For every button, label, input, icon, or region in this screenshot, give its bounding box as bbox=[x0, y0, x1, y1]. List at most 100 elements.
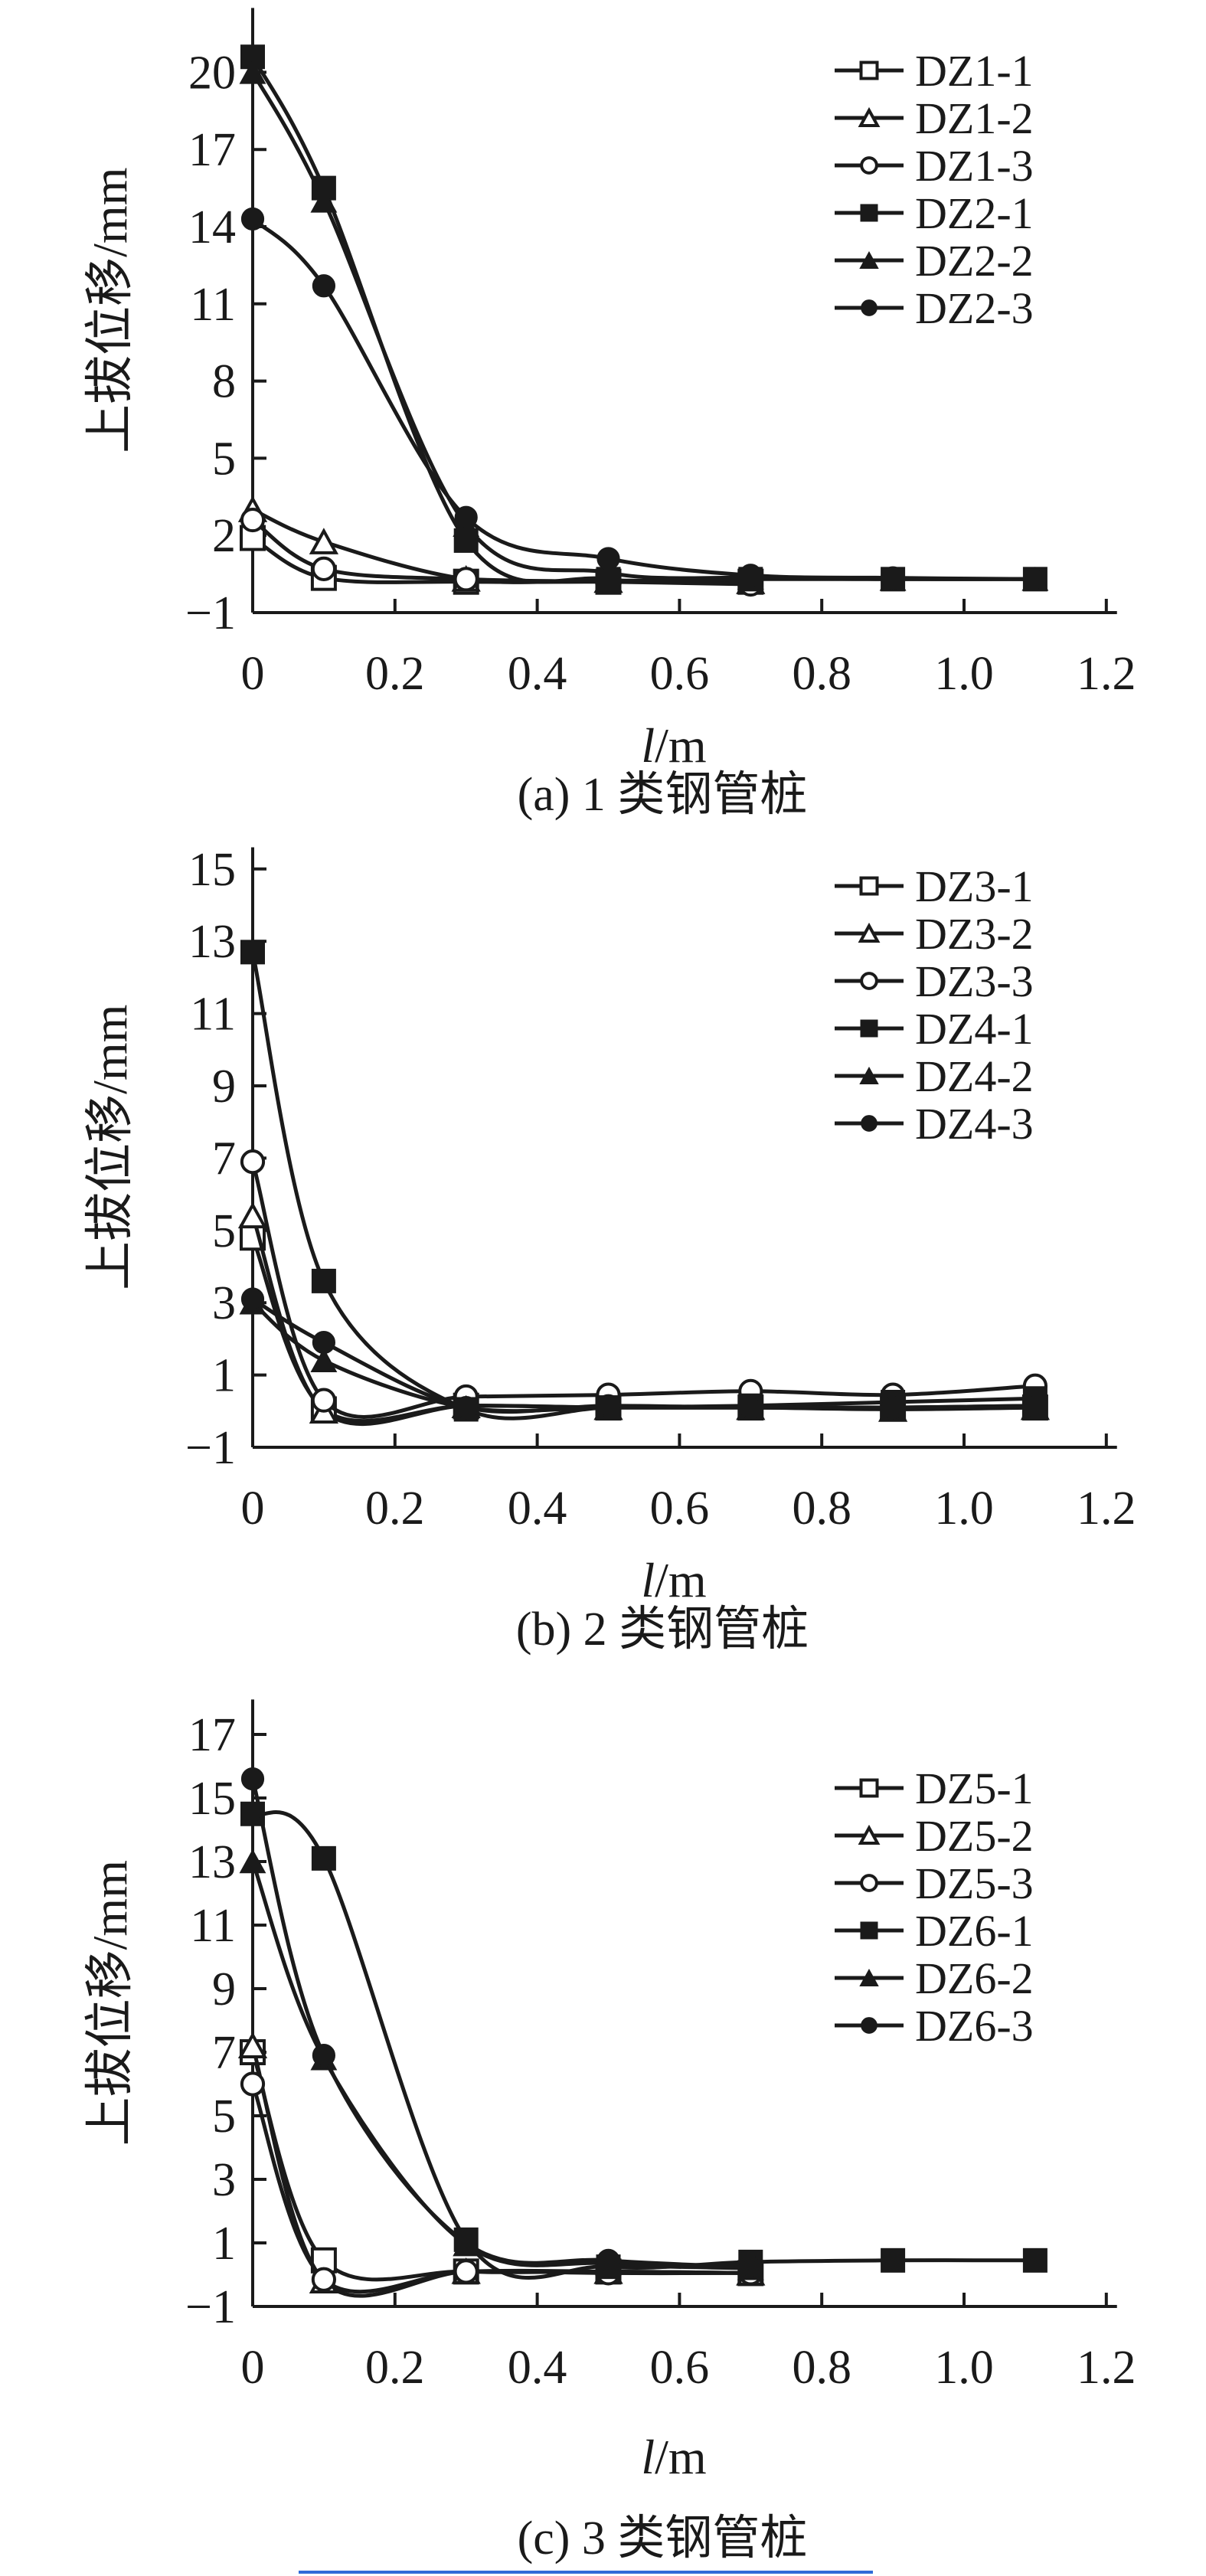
y-tick-label: 15 bbox=[188, 844, 236, 896]
y-tick-label: 5 bbox=[212, 1205, 236, 1257]
square-filled-icon bbox=[860, 1921, 878, 1940]
square-filled-marker-icon bbox=[311, 1268, 336, 1293]
legend-label-DZ2-1: DZ2-1 bbox=[915, 188, 1034, 238]
y-tick-label: 7 bbox=[212, 2027, 236, 2079]
legend-label-DZ6-2: DZ6-2 bbox=[915, 1953, 1034, 2003]
bottom-blue-line bbox=[299, 2571, 873, 2574]
legend-label-DZ3-3: DZ3-3 bbox=[915, 956, 1034, 1006]
legend-label-DZ5-2: DZ5-2 bbox=[915, 1811, 1034, 1861]
chart-a-type1-steel-pipe-pile: −1 2 5 8 11 14 17 20 0 0.2 0.4 0.6 0.8 1.0 1.2 上拔位移/mm l… bbox=[0, 0, 1206, 831]
legend-label-DZ4-2: DZ4-2 bbox=[915, 1051, 1034, 1101]
square-filled-marker-icon bbox=[240, 940, 265, 965]
circle-filled-icon bbox=[861, 1115, 878, 1132]
x-tick-label: 1.2 bbox=[1077, 648, 1136, 700]
square-open-icon bbox=[859, 876, 879, 896]
circle-open-icon bbox=[860, 1874, 878, 1892]
y-axis-title: 上拔位移/mm bbox=[83, 1005, 137, 1290]
y-tick-label: 2 bbox=[212, 510, 236, 562]
x-tick-label: 1.0 bbox=[934, 2342, 994, 2394]
y-tick-label: −1 bbox=[185, 587, 236, 639]
legend-label-DZ6-1: DZ6-1 bbox=[915, 1906, 1034, 1956]
triangle-filled-marker-icon bbox=[310, 1348, 338, 1372]
series-markers-DZ3-1 bbox=[240, 1224, 1048, 1423]
y-tick-label: 11 bbox=[190, 989, 236, 1041]
x-tick-label: 0.2 bbox=[365, 2342, 425, 2394]
x-tick-label: 0.8 bbox=[792, 648, 851, 700]
legend-item-DZ6-1: DZ6-1 bbox=[835, 1906, 1034, 1956]
y-tick-label: 9 bbox=[212, 1061, 236, 1113]
series-line-DZ5-1 bbox=[250, 2051, 751, 2282]
caption-a: (a) 1 类钢管桩 bbox=[518, 769, 808, 821]
series-markers-DZ5-1 bbox=[240, 2039, 764, 2287]
x-tick-label: 0 bbox=[241, 2342, 265, 2394]
x-tick-label: 1.2 bbox=[1077, 2342, 1136, 2394]
legend-item-DZ1-1: DZ1-1 bbox=[835, 46, 1034, 96]
legend-label-DZ6-3: DZ6-3 bbox=[915, 2001, 1034, 2051]
series-markers-DZ2-3 bbox=[240, 207, 1047, 591]
legend-item-DZ5-2: DZ5-2 bbox=[835, 1811, 1034, 1861]
circle-filled-marker-icon bbox=[454, 2231, 478, 2255]
legend-item-DZ6-3: DZ6-3 bbox=[835, 2001, 1034, 2051]
triangle-filled-icon bbox=[859, 250, 879, 269]
x-axis-title: l/m bbox=[641, 718, 706, 773]
circle-open-marker-icon bbox=[311, 556, 336, 581]
y-tick-label: 3 bbox=[212, 1277, 236, 1329]
legend-item-DZ1-2: DZ1-2 bbox=[835, 93, 1034, 143]
triangle-filled-icon bbox=[859, 1968, 879, 1986]
chart-c-type3-steel-pipe-pile: −1 1 3 5 7 9 11 13 15 17 0 0.2 0.4 0.6 0.8 1.0 1.2 上拔位移/m… bbox=[0, 1677, 1206, 2576]
legend-item-DZ4-1: DZ4-1 bbox=[835, 1004, 1034, 1054]
y-tick-label: 1 bbox=[212, 1350, 236, 1402]
y-tick-label: 11 bbox=[190, 1900, 236, 1952]
circle-open-marker-icon bbox=[453, 2259, 479, 2284]
y-tick-label: 5 bbox=[212, 2091, 236, 2143]
legend-label-DZ1-2: DZ1-2 bbox=[915, 93, 1034, 143]
triangle-filled-marker-icon bbox=[239, 60, 266, 84]
legend-item-DZ3-1: DZ3-1 bbox=[835, 861, 1034, 911]
x-tick-label: 0.2 bbox=[365, 1483, 425, 1535]
x-tick-label: 0 bbox=[241, 648, 265, 700]
legend-item-DZ2-1: DZ2-1 bbox=[835, 188, 1034, 238]
legend-label-DZ1-3: DZ1-3 bbox=[915, 141, 1034, 191]
circle-filled-marker-icon bbox=[454, 1395, 478, 1420]
x-tick-label: 0.4 bbox=[508, 2342, 567, 2394]
circle-filled-marker-icon bbox=[881, 566, 905, 590]
circle-open-marker-icon bbox=[311, 1388, 336, 1413]
legend-item-DZ1-3: DZ1-3 bbox=[835, 141, 1034, 191]
x-tick-label: 1.2 bbox=[1077, 1483, 1136, 1535]
x-tick-label: 0.4 bbox=[508, 648, 567, 700]
series-markers-DZ4-3 bbox=[240, 1287, 1047, 1420]
square-filled-marker-icon bbox=[881, 2247, 906, 2273]
legend-label-DZ2-2: DZ2-2 bbox=[915, 236, 1034, 286]
circle-filled-marker-icon bbox=[596, 1394, 620, 1417]
y-tick-label: −1 bbox=[185, 1422, 236, 1474]
plot-svg-a: −1 2 5 8 11 14 17 20 0 0.2 0.4 0.6 0.8 1.0 1.2 上拔位移/mm l… bbox=[83, 8, 1136, 821]
triangle-open-marker-icon bbox=[237, 2032, 268, 2058]
triangle-open-icon bbox=[858, 922, 881, 943]
x-tick-label: 0.8 bbox=[792, 2342, 851, 2394]
legend-item-DZ2-3: DZ2-3 bbox=[835, 283, 1034, 333]
x-tick-label: 0.2 bbox=[365, 648, 425, 700]
series-markers-DZ3-3 bbox=[240, 1149, 1048, 1413]
y-tick-label: 1 bbox=[212, 2218, 236, 2270]
legend-label-DZ2-3: DZ2-3 bbox=[915, 283, 1034, 333]
legend-item-DZ3-3: DZ3-3 bbox=[835, 956, 1034, 1006]
legend-item-DZ4-2: DZ4-2 bbox=[835, 1051, 1034, 1101]
legend-item-DZ4-3: DZ4-3 bbox=[835, 1099, 1034, 1149]
y-tick-label: −1 bbox=[185, 2281, 236, 2333]
series-markers-DZ3-2 bbox=[237, 1201, 1051, 1424]
circle-filled-marker-icon bbox=[1023, 567, 1047, 591]
triangle-open-icon bbox=[858, 106, 881, 127]
x-tick-label: 0.4 bbox=[508, 1483, 567, 1535]
x-axis-title: l/m bbox=[641, 1553, 706, 1607]
legend-item-DZ2-2: DZ2-2 bbox=[835, 236, 1034, 286]
circle-filled-marker-icon bbox=[596, 547, 620, 570]
circle-open-marker-icon bbox=[240, 1149, 266, 1175]
circle-filled-icon bbox=[861, 299, 878, 316]
triangle-filled-icon bbox=[859, 1066, 879, 1084]
circle-filled-icon bbox=[861, 2017, 878, 2034]
triangle-open-marker-icon bbox=[237, 1201, 268, 1229]
square-filled-marker-icon bbox=[1022, 2247, 1047, 2273]
